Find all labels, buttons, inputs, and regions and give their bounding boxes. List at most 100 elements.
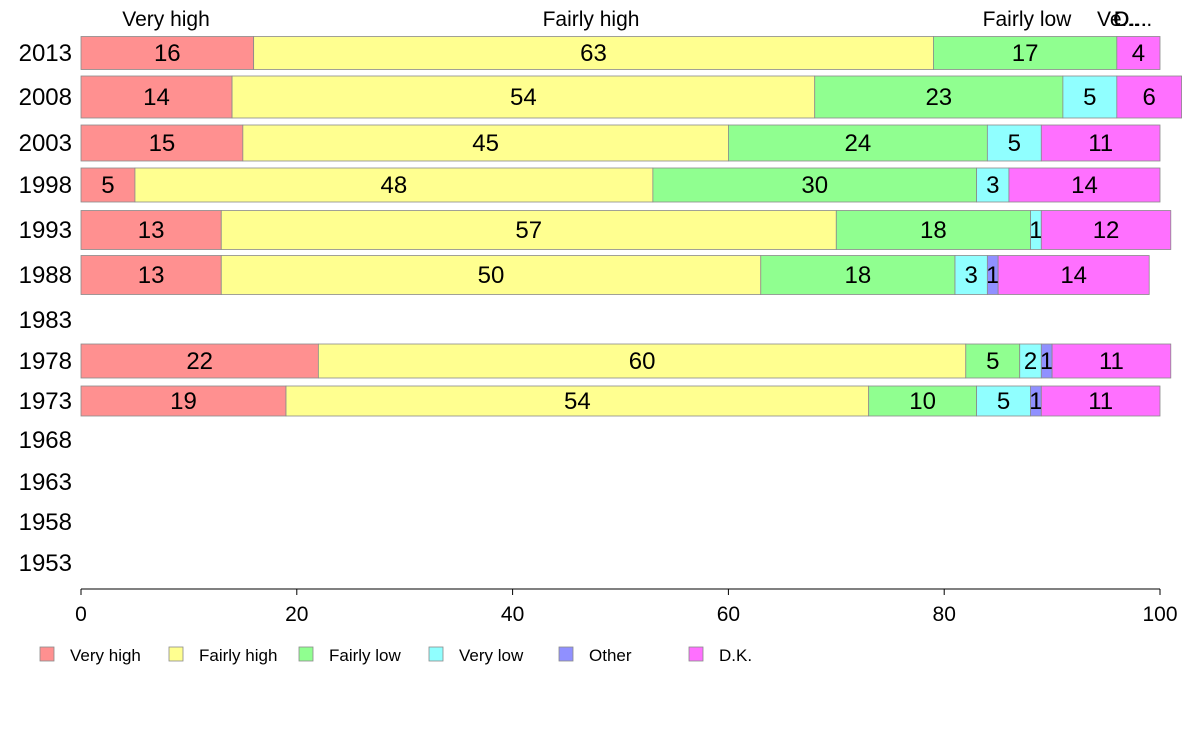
data-label-1973-d-k: 11 xyxy=(1088,388,1113,415)
bar-1993-fairly-high xyxy=(220,210,837,250)
top-label-3: Ve... xyxy=(1097,8,1139,31)
legend-label: Very high xyxy=(70,646,141,665)
bar-2013-d-k xyxy=(1116,36,1161,70)
data-label-1988-fairly-high: 50 xyxy=(478,262,505,289)
bar-1988-fairly-high xyxy=(220,255,762,295)
data-label-2003-very-high: 15 xyxy=(149,130,176,157)
data-label-1998-fairly-low: 30 xyxy=(801,172,828,199)
x-tick-label-60: 60 xyxy=(717,603,740,626)
data-label-2008-very-high: 14 xyxy=(143,84,170,111)
data-label-1998-very-low: 3 xyxy=(986,172,999,199)
data-label-1973-very-low: 5 xyxy=(997,388,1010,415)
data-label-1998-fairly-high: 48 xyxy=(381,172,408,199)
legend-item-other: Other xyxy=(558,646,632,665)
bar-2008-fairly-low xyxy=(814,75,1064,119)
bar-1973-d-k xyxy=(1040,385,1161,417)
data-label-2003-very-low: 5 xyxy=(1008,130,1021,157)
bar-1973-fairly-high xyxy=(285,385,870,417)
bar-2013-very-high xyxy=(80,36,255,70)
data-label-1988-fairly-low: 18 xyxy=(845,262,872,289)
bar-2008-fairly-high xyxy=(231,75,816,119)
data-label-1998-d-k: 14 xyxy=(1071,172,1098,199)
data-label-1988-d-k: 14 xyxy=(1060,262,1087,289)
x-tick-label-20: 20 xyxy=(285,603,308,626)
top-label-4: O... xyxy=(1113,8,1147,31)
legend-item-d-k: D.K. xyxy=(688,646,752,665)
year-label-1963: 1963 xyxy=(19,469,72,496)
x-tick-label-0: 0 xyxy=(75,603,87,626)
bar-1998-d-k xyxy=(1008,167,1161,203)
data-label-2013-very-high: 16 xyxy=(154,40,181,67)
year-label-1958: 1958 xyxy=(19,509,72,536)
legend-item-very-high: Very high xyxy=(39,646,141,665)
legend-swatch xyxy=(39,646,55,662)
bar-1988-d-k xyxy=(997,255,1150,295)
data-label-1973-other: 1 xyxy=(1029,388,1042,415)
bar-1993-fairly-low xyxy=(835,210,1031,250)
bar-1988-very-high xyxy=(80,255,222,295)
year-label-1978: 1978 xyxy=(19,348,72,375)
year-label-1983: 1983 xyxy=(19,307,72,334)
year-label-1953: 1953 xyxy=(19,550,72,577)
bar-1973-very-high xyxy=(80,385,287,417)
top-label-2: Fairly low xyxy=(983,8,1073,31)
year-label-1968: 1968 xyxy=(19,427,72,454)
data-label-1978-d-k: 11 xyxy=(1099,348,1124,375)
year-label-1998: 1998 xyxy=(19,172,72,199)
data-label-2013-fairly-low: 17 xyxy=(1012,40,1039,67)
year-label-2013: 2013 xyxy=(19,40,72,67)
bar-2003-very-high xyxy=(80,124,244,162)
data-label-1998-very-high: 5 xyxy=(101,172,114,199)
data-label-1993-very-low: 1 xyxy=(1029,217,1042,244)
data-label-1973-fairly-high: 54 xyxy=(564,388,591,415)
legend-label: Fairly low xyxy=(329,646,402,665)
data-label-2008-d-k: 6 xyxy=(1143,84,1156,111)
bar-2003-very-low xyxy=(986,124,1042,162)
x-axis: 0 20 40 60 80 100 xyxy=(75,588,1178,626)
data-label-2008-fairly-low: 23 xyxy=(925,84,952,111)
bar-1993-very-high xyxy=(80,210,222,250)
bar-2013-fairly-high xyxy=(253,36,934,70)
data-label-2003-fairly-low: 24 xyxy=(845,130,872,157)
x-tick-label-40: 40 xyxy=(501,603,524,626)
legend-label: Fairly high xyxy=(199,646,277,665)
bar-1978-d-k xyxy=(1051,343,1172,379)
x-tick-label-80: 80 xyxy=(933,603,956,626)
data-label-2003-d-k: 11 xyxy=(1088,130,1113,157)
data-label-1993-fairly-high: 57 xyxy=(515,217,542,244)
data-label-1988-very-low: 3 xyxy=(964,262,977,289)
legend-swatch xyxy=(298,646,314,662)
data-label-1988-other: 1 xyxy=(986,262,999,289)
year-labels-layer: 2013 2008 2003 1998 1993 1988 1983 1978 1973 1968… xyxy=(19,40,72,577)
data-label-2003-fairly-high: 45 xyxy=(472,130,499,157)
data-label-1993-fairly-low: 18 xyxy=(920,217,947,244)
legend: Very high Fairly high Fairly low Very low Ot… xyxy=(39,646,752,665)
x-tick-label-100: 100 xyxy=(1142,603,1177,626)
bar-1998-fairly-high xyxy=(134,167,654,203)
bar-2008-d-k xyxy=(1116,75,1182,119)
data-label-2008-very-low: 5 xyxy=(1083,84,1096,111)
year-label-1993: 1993 xyxy=(19,217,72,244)
bar-1988-very-low xyxy=(954,255,988,295)
legend-swatch xyxy=(558,646,574,662)
data-label-1993-d-k: 12 xyxy=(1093,217,1120,244)
bar-1973-fairly-low xyxy=(868,385,977,417)
legend-label: Very low xyxy=(459,646,524,665)
legend-swatch xyxy=(428,646,444,662)
data-label-1978-other: 1 xyxy=(1040,348,1053,375)
year-label-1973: 1973 xyxy=(19,388,72,415)
bar-2003-fairly-low xyxy=(728,124,988,162)
bar-2008-very-high xyxy=(80,75,233,119)
bar-1978-fairly-low xyxy=(965,343,1021,379)
data-label-1988-very-high: 13 xyxy=(138,262,165,289)
bar-1998-fairly-low xyxy=(652,167,977,203)
top-label-1: Fairly high xyxy=(543,8,640,31)
legend-item-fairly-high: Fairly high xyxy=(168,646,277,665)
bar-2013-fairly-low xyxy=(933,36,1118,70)
bar-1993-d-k xyxy=(1040,210,1172,250)
legend-label: D.K. xyxy=(719,646,752,665)
legend-item-very-low: Very low xyxy=(428,646,524,665)
top-labels-layer: Very high Fairly high Fairly low Ve...O...D… xyxy=(122,8,1152,31)
bar-2003-d-k xyxy=(1040,124,1161,162)
data-label-1993-very-high: 13 xyxy=(138,217,165,244)
